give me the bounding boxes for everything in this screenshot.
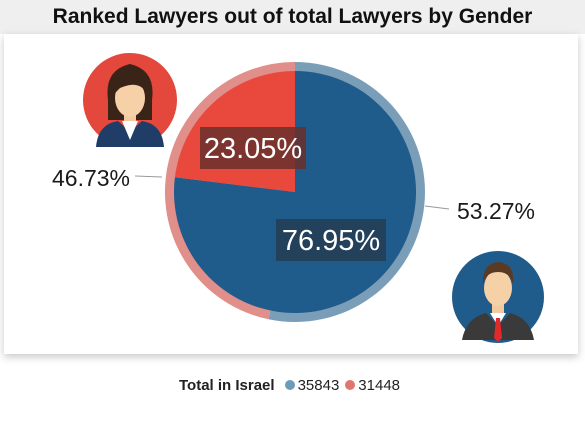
legend-label-0: 35843 [297, 376, 340, 394]
legend-dot-1 [345, 380, 356, 390]
inner-label-bg-1 [200, 127, 306, 169]
chart-title: Ranked Lawyers out of total Lawyers by G… [52, 5, 533, 28]
leader-line-outer-0 [424, 205, 450, 210]
outer-label-1: 46.73% [52, 165, 130, 191]
female-avatar-icon [83, 53, 177, 147]
legend-item-1: 31448 [345, 377, 400, 394]
inner-pie [174, 71, 417, 314]
outer-label-0: 53.27% [457, 198, 535, 224]
legend-label-1: 31448 [358, 376, 401, 394]
inner-label-0: 76.95% [282, 225, 380, 257]
male-avatar-icon [452, 251, 544, 343]
legend-title: Total in Israel [178, 376, 275, 394]
legend-dot-0 [284, 380, 295, 390]
legend: Total in Israel 35843 31448 [0, 374, 585, 396]
inner-label-bg-0 [276, 219, 386, 261]
leader-line-outer-1 [134, 175, 163, 178]
chart-title-bar: Ranked Lawyers out of total Lawyers by G… [0, 0, 585, 34]
inner-label-1: 23.05% [204, 133, 302, 165]
legend-item-0: 35843 [284, 376, 340, 394]
